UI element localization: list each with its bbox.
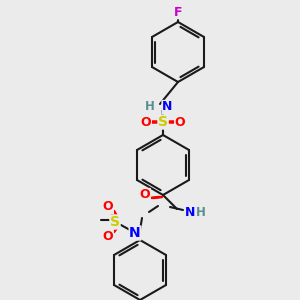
Text: S: S	[158, 115, 168, 129]
Text: N: N	[185, 206, 195, 218]
Text: O: O	[103, 230, 113, 242]
Text: S: S	[110, 215, 120, 229]
Text: O: O	[140, 188, 150, 202]
Text: N: N	[129, 226, 141, 240]
Text: H: H	[196, 206, 206, 218]
Text: O: O	[103, 200, 113, 214]
Text: O: O	[175, 116, 185, 128]
Text: N: N	[162, 100, 172, 113]
Text: F: F	[174, 5, 182, 19]
Text: H: H	[145, 100, 155, 113]
Text: O: O	[141, 116, 151, 128]
